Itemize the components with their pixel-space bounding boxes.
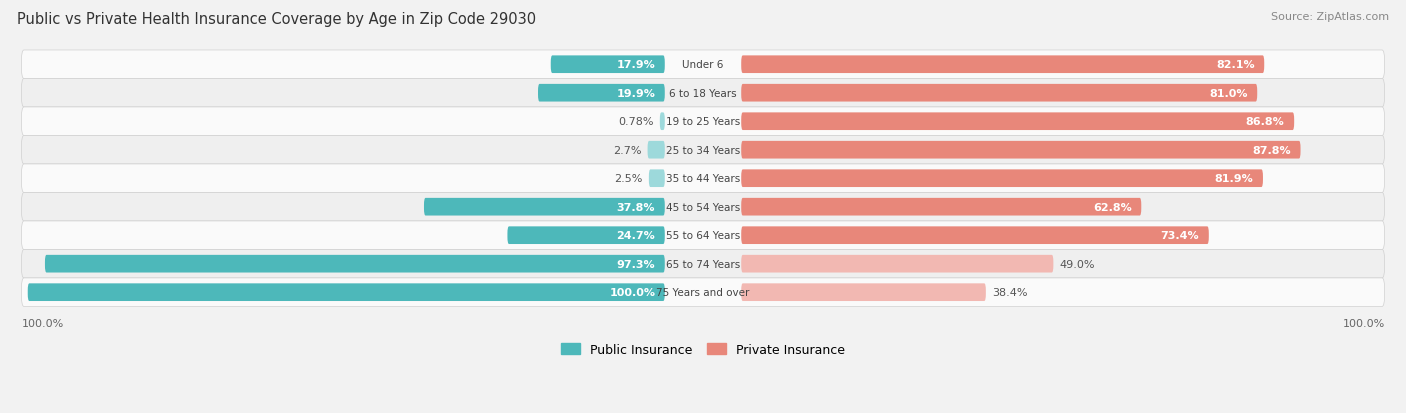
Text: 82.1%: 82.1% bbox=[1216, 60, 1254, 70]
Text: 37.8%: 37.8% bbox=[617, 202, 655, 212]
Text: 17.9%: 17.9% bbox=[616, 60, 655, 70]
FancyBboxPatch shape bbox=[21, 164, 1385, 193]
Text: 55 to 64 Years: 55 to 64 Years bbox=[666, 230, 740, 241]
FancyBboxPatch shape bbox=[648, 170, 665, 188]
Text: 87.8%: 87.8% bbox=[1253, 145, 1291, 155]
Text: 81.0%: 81.0% bbox=[1209, 88, 1247, 98]
Text: Public vs Private Health Insurance Coverage by Age in Zip Code 29030: Public vs Private Health Insurance Cover… bbox=[17, 12, 536, 27]
FancyBboxPatch shape bbox=[741, 255, 1053, 273]
Text: 6 to 18 Years: 6 to 18 Years bbox=[669, 88, 737, 98]
FancyBboxPatch shape bbox=[741, 113, 1294, 131]
FancyBboxPatch shape bbox=[741, 284, 986, 301]
FancyBboxPatch shape bbox=[741, 56, 1264, 74]
Text: 86.8%: 86.8% bbox=[1246, 117, 1285, 127]
Text: 100.0%: 100.0% bbox=[21, 318, 63, 328]
Text: 35 to 44 Years: 35 to 44 Years bbox=[666, 174, 740, 184]
FancyBboxPatch shape bbox=[551, 56, 665, 74]
FancyBboxPatch shape bbox=[741, 142, 1301, 159]
Text: 25 to 34 Years: 25 to 34 Years bbox=[666, 145, 740, 155]
Text: 81.9%: 81.9% bbox=[1215, 174, 1253, 184]
FancyBboxPatch shape bbox=[21, 108, 1385, 136]
Text: 2.7%: 2.7% bbox=[613, 145, 641, 155]
Text: 62.8%: 62.8% bbox=[1092, 202, 1132, 212]
Text: 73.4%: 73.4% bbox=[1160, 230, 1199, 241]
FancyBboxPatch shape bbox=[425, 198, 665, 216]
FancyBboxPatch shape bbox=[45, 255, 665, 273]
Text: 38.4%: 38.4% bbox=[993, 287, 1028, 297]
FancyBboxPatch shape bbox=[741, 170, 1263, 188]
FancyBboxPatch shape bbox=[21, 136, 1385, 164]
Text: 97.3%: 97.3% bbox=[617, 259, 655, 269]
Text: 19.9%: 19.9% bbox=[616, 88, 655, 98]
Text: 65 to 74 Years: 65 to 74 Years bbox=[666, 259, 740, 269]
FancyBboxPatch shape bbox=[741, 227, 1209, 244]
Text: Source: ZipAtlas.com: Source: ZipAtlas.com bbox=[1271, 12, 1389, 22]
FancyBboxPatch shape bbox=[21, 79, 1385, 108]
FancyBboxPatch shape bbox=[21, 193, 1385, 221]
Text: 75 Years and over: 75 Years and over bbox=[657, 287, 749, 297]
FancyBboxPatch shape bbox=[538, 85, 665, 102]
FancyBboxPatch shape bbox=[648, 142, 665, 159]
Text: 19 to 25 Years: 19 to 25 Years bbox=[666, 117, 740, 127]
Legend: Public Insurance, Private Insurance: Public Insurance, Private Insurance bbox=[555, 338, 851, 361]
FancyBboxPatch shape bbox=[659, 113, 665, 131]
Text: 100.0%: 100.0% bbox=[609, 287, 655, 297]
Text: 24.7%: 24.7% bbox=[616, 230, 655, 241]
Text: 100.0%: 100.0% bbox=[1343, 318, 1385, 328]
FancyBboxPatch shape bbox=[21, 250, 1385, 278]
FancyBboxPatch shape bbox=[508, 227, 665, 244]
FancyBboxPatch shape bbox=[28, 284, 665, 301]
Text: Under 6: Under 6 bbox=[682, 60, 724, 70]
FancyBboxPatch shape bbox=[21, 51, 1385, 79]
FancyBboxPatch shape bbox=[21, 221, 1385, 250]
FancyBboxPatch shape bbox=[741, 85, 1257, 102]
Text: 0.78%: 0.78% bbox=[619, 117, 654, 127]
Text: 45 to 54 Years: 45 to 54 Years bbox=[666, 202, 740, 212]
FancyBboxPatch shape bbox=[21, 278, 1385, 307]
FancyBboxPatch shape bbox=[741, 198, 1142, 216]
Text: 49.0%: 49.0% bbox=[1060, 259, 1095, 269]
Text: 2.5%: 2.5% bbox=[614, 174, 643, 184]
